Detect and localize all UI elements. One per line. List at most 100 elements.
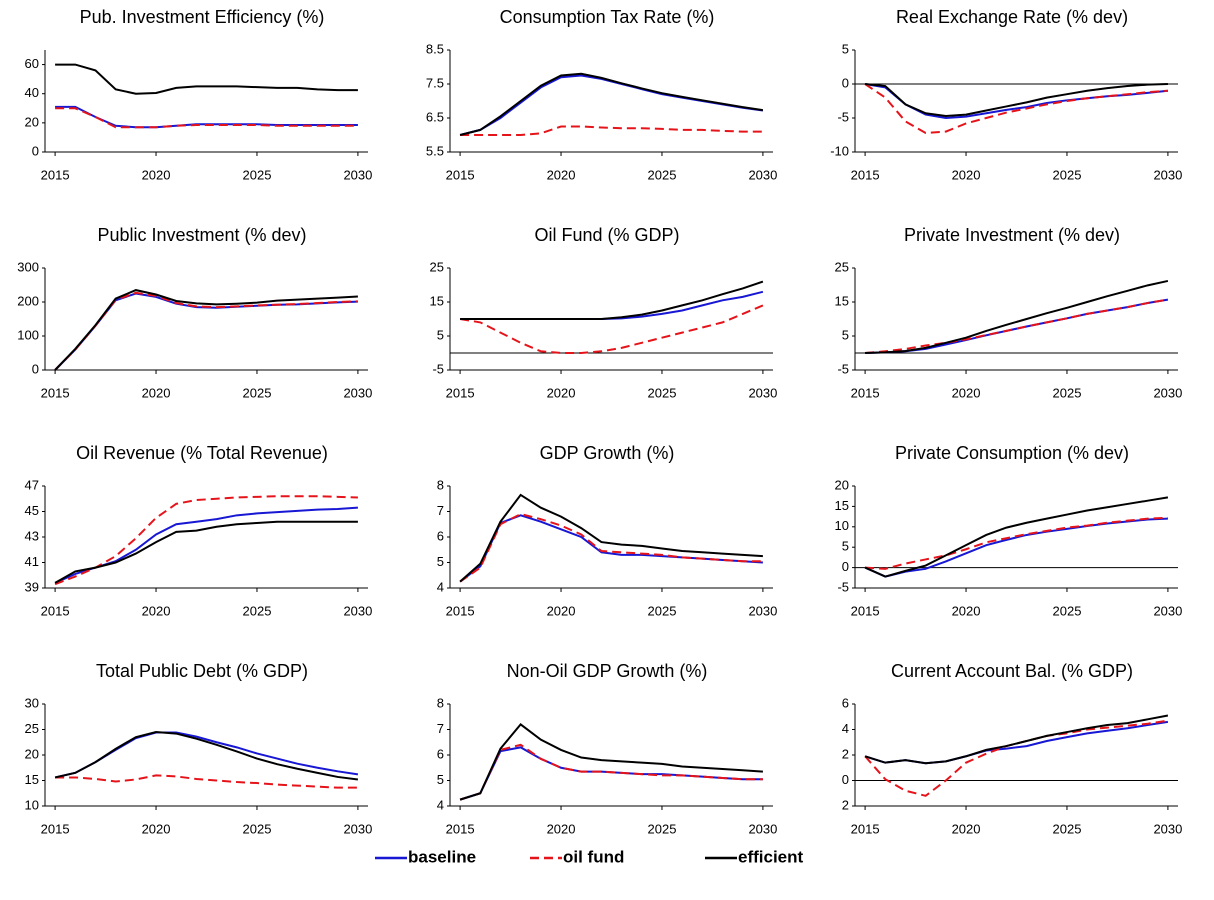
x-tick-label: 2030	[343, 385, 372, 400]
y-tick-label: 4	[437, 579, 444, 594]
x-tick-label: 2030	[343, 167, 372, 182]
y-tick-label: 5.5	[426, 143, 444, 158]
y-tick-label: 8	[437, 477, 444, 492]
x-tick-label: 2015	[41, 603, 70, 618]
series-line	[459, 304, 764, 354]
chart-title: Private Consumption (% dev)	[895, 443, 1129, 463]
y-tick-label: 25	[430, 259, 444, 274]
y-tick-label: 6.5	[426, 109, 444, 124]
x-tick-label: 2015	[446, 385, 475, 400]
y-tick-label: 15	[835, 498, 849, 513]
chart-title: GDP Growth (%)	[540, 443, 675, 463]
x-tick-label: 2025	[648, 167, 677, 182]
y-tick-label: 5	[437, 772, 444, 787]
x-tick-label: 2030	[1153, 603, 1182, 618]
series-line	[864, 83, 1169, 120]
y-tick-label: 25	[835, 259, 849, 274]
x-tick-label: 2030	[748, 385, 777, 400]
y-tick-label: 39	[25, 579, 39, 594]
x-tick-label: 2015	[446, 821, 475, 836]
x-tick-label: 2025	[1053, 385, 1082, 400]
chart-title: Consumption Tax Rate (%)	[500, 7, 715, 27]
y-tick-label: 10	[25, 797, 39, 812]
series-line	[54, 731, 359, 779]
y-tick-label: 5	[437, 327, 444, 342]
x-tick-label: 2020	[952, 167, 981, 182]
chart-title: Pub. Investment Efficiency (%)	[80, 7, 325, 27]
series-line	[459, 746, 763, 801]
y-tick-label: 2	[842, 797, 849, 812]
chart-title: Total Public Debt (% GDP)	[96, 661, 308, 681]
y-tick-label: -5	[837, 109, 849, 124]
series-line	[54, 520, 358, 584]
x-tick-label: 2020	[952, 385, 981, 400]
y-tick-label: 15	[835, 293, 849, 308]
y-tick-label: 15	[25, 772, 39, 787]
y-tick-label: 30	[25, 695, 39, 710]
series-line	[55, 107, 358, 129]
x-tick-label: 2030	[343, 603, 372, 618]
x-tick-label: 2015	[851, 603, 880, 618]
y-tick-label: 10	[835, 518, 849, 533]
series-line	[864, 714, 1169, 765]
x-tick-label: 2030	[748, 603, 777, 618]
series-line	[865, 279, 1169, 354]
series-line	[864, 83, 1168, 117]
chart-title: Current Account Bal. (% GDP)	[891, 661, 1133, 681]
x-tick-label: 2020	[142, 821, 171, 836]
y-tick-label: 6	[437, 528, 444, 543]
y-tick-label: 6	[437, 746, 444, 761]
y-tick-label: -10	[830, 143, 849, 158]
series-line	[459, 743, 763, 801]
y-tick-label: 45	[25, 503, 39, 518]
x-tick-label: 2030	[1153, 167, 1182, 182]
x-tick-label: 2015	[41, 385, 70, 400]
series-line	[865, 298, 1169, 354]
y-tick-label: 0	[32, 143, 39, 158]
x-tick-label: 2020	[142, 603, 171, 618]
y-tick-label: 60	[25, 56, 39, 71]
chart-title: Oil Fund (% GDP)	[534, 225, 679, 245]
x-tick-label: 2015	[41, 821, 70, 836]
y-tick-label: 300	[17, 259, 39, 274]
series-line	[54, 289, 358, 371]
series-line	[864, 719, 1169, 797]
series-line	[459, 72, 764, 136]
x-tick-label: 2025	[243, 821, 272, 836]
x-tick-label: 2030	[343, 821, 372, 836]
y-tick-label: 4	[437, 797, 444, 812]
x-tick-label: 2015	[851, 385, 880, 400]
y-tick-label: 7.5	[426, 75, 444, 90]
y-tick-label: 0	[842, 559, 849, 574]
y-tick-label: 7	[437, 503, 444, 518]
series-line	[459, 493, 763, 583]
legend-label: baseline	[408, 847, 476, 866]
x-tick-label: 2020	[547, 167, 576, 182]
x-tick-label: 2030	[1153, 385, 1182, 400]
x-tick-label: 2030	[748, 167, 777, 182]
series-line	[55, 774, 358, 789]
x-tick-label: 2025	[1053, 603, 1082, 618]
series-line	[54, 731, 359, 781]
x-tick-label: 2015	[41, 167, 70, 182]
chart-title: Public Investment (% dev)	[97, 225, 306, 245]
y-tick-label: 8.5	[426, 41, 444, 56]
x-tick-label: 2015	[446, 603, 475, 618]
x-tick-label: 2015	[851, 821, 880, 836]
x-tick-label: 2020	[547, 821, 576, 836]
series-line	[865, 516, 1168, 570]
y-tick-label: 25	[25, 721, 39, 736]
x-tick-label: 2020	[142, 167, 171, 182]
series-line	[459, 512, 763, 583]
y-tick-label: 20	[25, 114, 39, 129]
x-tick-label: 2020	[952, 603, 981, 618]
y-tick-label: 200	[17, 293, 39, 308]
x-tick-label: 2025	[243, 167, 272, 182]
x-tick-label: 2025	[1053, 167, 1082, 182]
chart-title: Oil Revenue (% Total Revenue)	[76, 443, 328, 463]
x-tick-label: 2015	[446, 167, 475, 182]
y-tick-label: 43	[25, 528, 39, 543]
y-tick-label: 41	[25, 554, 39, 569]
y-tick-label: 4	[842, 721, 849, 736]
